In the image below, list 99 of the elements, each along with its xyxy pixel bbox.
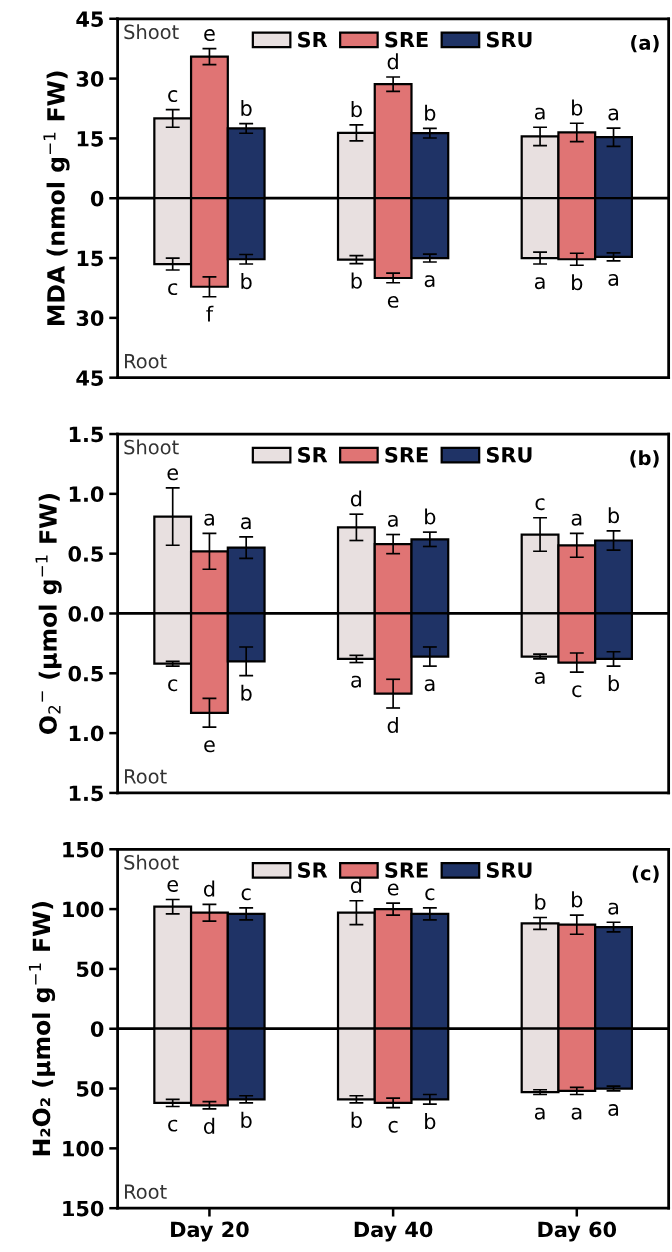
data-label: a — [534, 277, 545, 290]
data-label: b — [425, 1113, 436, 1130]
y-axis-title: MDA (nmol g$^{−1}$ FW) — [43, 71, 70, 325]
data-label: c — [168, 90, 178, 103]
data-label: e — [204, 29, 215, 42]
annotation: Root — [125, 354, 167, 369]
data-label: b — [572, 891, 583, 908]
legend-label: SRU — [486, 31, 532, 48]
y-tick-label: 30 — [76, 71, 104, 87]
data-label: d — [203, 1117, 215, 1134]
y-tick-label: 0.0 — [68, 605, 104, 622]
data-label: b — [241, 273, 252, 290]
legend-label: SRU — [486, 862, 532, 878]
y-tick-label: 45 — [76, 11, 103, 27]
data-label: b — [535, 893, 546, 910]
data-label: b — [241, 99, 252, 117]
data-label: b — [241, 684, 252, 701]
y-tick-label: 45 — [76, 370, 103, 386]
y-tick-label: 1.5 — [69, 785, 103, 802]
data-label: e — [167, 879, 178, 892]
y-tick-label: 0 — [90, 190, 104, 207]
data-label: b — [351, 101, 362, 118]
data-label: d — [350, 490, 362, 507]
data-label: c — [168, 1119, 178, 1132]
y-tick-label: 30 — [76, 310, 104, 327]
data-label: b — [608, 675, 620, 692]
x-tick-label: Day 20 — [171, 1221, 249, 1242]
data-label: a — [534, 672, 545, 685]
data-label: a — [571, 1107, 582, 1120]
legend-label: SR — [298, 862, 328, 878]
annotation: (c) — [632, 865, 659, 883]
data-label: c — [168, 283, 178, 296]
x-tick-label: Day 60 — [538, 1221, 617, 1242]
annotation: Root — [125, 769, 167, 784]
data-label: b — [351, 1111, 362, 1128]
annotation: (a) — [631, 34, 659, 53]
data-label: a — [534, 107, 545, 120]
legend-label: SRE — [385, 862, 428, 878]
data-label: b — [572, 99, 583, 116]
y-tick-label: 1.5 — [69, 426, 103, 443]
x-tick-label: Day 40 — [354, 1221, 433, 1242]
data-label: e — [167, 468, 178, 481]
y-tick-label: 100 — [63, 1140, 104, 1157]
data-label: a — [608, 273, 619, 286]
data-label: f — [206, 305, 214, 322]
data-label: d — [387, 716, 398, 734]
legend-label: SRE — [385, 31, 428, 48]
y-tick-label: 1.0 — [69, 725, 104, 742]
data-label: a — [424, 679, 435, 692]
y-tick-label: 100 — [63, 901, 104, 918]
data-label: c — [572, 685, 582, 698]
y-tick-label: 0 — [90, 1021, 104, 1037]
data-label: a — [608, 1104, 619, 1117]
y-axis-title: O$_{2}$$^{−}$ (µmol g$^{−1}$ FW) — [35, 494, 62, 734]
data-label: d — [387, 53, 398, 70]
legend-label: SR — [298, 31, 328, 48]
legend-label: SRE — [385, 446, 428, 463]
data-label: a — [241, 517, 251, 530]
y-axis-title: H₂O₂ (µmol g$^{−1}$ FW) — [28, 902, 56, 1156]
data-label: c — [168, 679, 178, 692]
annotation: Shoot — [124, 439, 179, 455]
data-label: e — [387, 295, 399, 308]
data-label: a — [608, 108, 619, 121]
data-label: a — [608, 902, 619, 915]
data-label: b — [572, 274, 583, 291]
data-label: a — [351, 675, 361, 688]
y-tick-label: 150 — [63, 841, 104, 858]
data-label: d — [203, 880, 215, 897]
y-tick-label: 150 — [63, 1200, 104, 1217]
data-label: b — [241, 1111, 252, 1128]
y-tick-label: 0.5 — [68, 546, 103, 562]
annotation: Shoot — [124, 854, 179, 870]
annotation: Shoot — [124, 24, 179, 40]
data-label: d — [350, 876, 362, 894]
legend-label: SR — [298, 446, 328, 463]
data-label: b — [425, 508, 436, 525]
y-tick-label: 1.0 — [69, 486, 104, 503]
legend-label: SRU — [486, 446, 532, 463]
data-label: c — [241, 888, 251, 901]
y-tick-label: 0.5 — [68, 665, 103, 682]
data-label: b — [425, 104, 436, 121]
data-label: e — [387, 883, 399, 896]
annotation: (b) — [630, 450, 659, 468]
y-tick-label: 15 — [77, 250, 103, 267]
data-label: e — [204, 740, 215, 753]
data-label: b — [351, 272, 362, 289]
data-label: a — [534, 1107, 545, 1120]
data-label: a — [204, 513, 214, 526]
data-label: c — [535, 498, 545, 511]
data-label: c — [425, 888, 435, 901]
data-label: a — [571, 513, 582, 526]
data-label: c — [388, 1120, 398, 1133]
data-label: b — [608, 507, 620, 524]
data-label: a — [424, 275, 435, 288]
y-tick-label: 50 — [77, 1081, 104, 1097]
annotation: Root — [125, 1184, 167, 1200]
y-tick-label: 50 — [77, 961, 104, 978]
data-label: a — [387, 514, 398, 527]
y-tick-label: 15 — [77, 131, 103, 147]
